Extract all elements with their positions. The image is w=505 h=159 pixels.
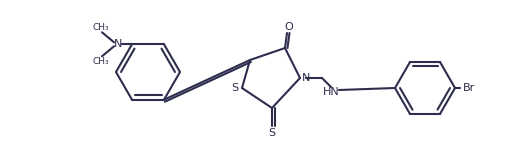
Text: S: S — [269, 128, 276, 138]
Text: Br: Br — [463, 83, 475, 93]
Text: S: S — [231, 83, 238, 93]
Text: CH₃: CH₃ — [93, 57, 109, 66]
Text: O: O — [285, 22, 293, 32]
Text: HN: HN — [323, 87, 339, 97]
Text: N: N — [114, 39, 122, 49]
Text: CH₃: CH₃ — [93, 23, 109, 32]
Text: N: N — [302, 73, 310, 83]
